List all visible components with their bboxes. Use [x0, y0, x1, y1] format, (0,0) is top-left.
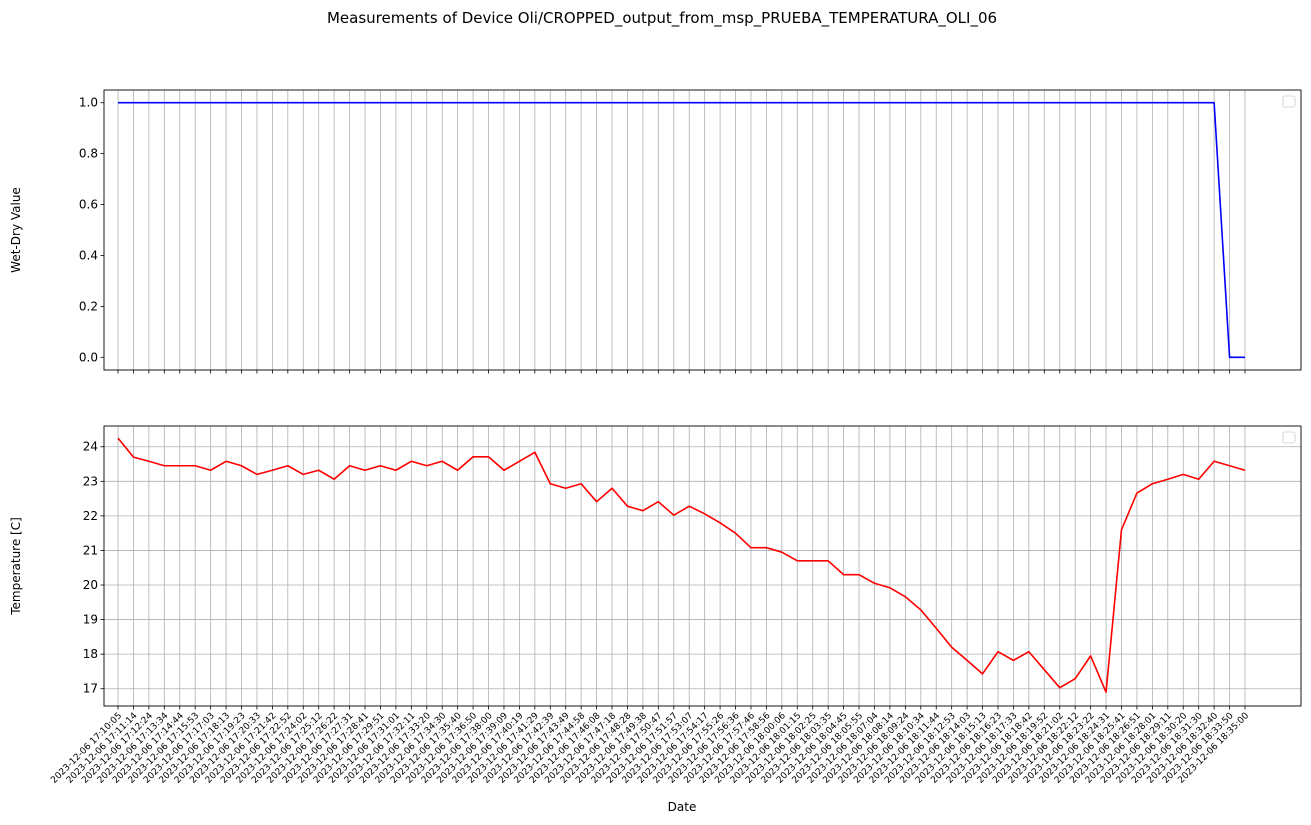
temperature-ylabel: Temperature [C]: [9, 517, 23, 616]
wet-dry-ylabel: Wet-Dry Value: [9, 187, 23, 273]
y-tick-label: 19: [83, 613, 98, 627]
y-tick-label: 22: [83, 509, 98, 523]
temperature-series: [117, 437, 1246, 693]
wet-dry-grid: [117, 90, 1246, 370]
temperature-axes-frame: [103, 425, 1302, 707]
y-tick-label: 18: [83, 647, 98, 661]
y-tick-label: 0.4: [79, 248, 98, 262]
wet-dry-panel: 0.0 0.2 0.4 0.6 0.8 1.0 Wet-Dry Value: [9, 89, 1302, 374]
y-tick-label: 20: [83, 578, 98, 592]
y-tick-label: 0.2: [79, 299, 98, 313]
wet-dry-series: [118, 101, 1245, 359]
series-line: [117, 437, 1246, 693]
y-tick-label: 1.0: [79, 96, 98, 110]
temperature-yticks: 17 18 19 20 21 22 23 24: [83, 440, 104, 696]
wet-dry-axes-frame: [103, 89, 1302, 371]
wet-dry-legend: [1282, 95, 1296, 108]
temperature-legend: [1282, 431, 1296, 444]
temperature-grid: [104, 426, 1301, 706]
y-tick-label: 0.6: [79, 198, 98, 212]
series-line: [118, 101, 1245, 359]
y-tick-label: 0.0: [79, 350, 98, 364]
y-tick-label: 21: [83, 543, 98, 557]
x-axis-label: Date: [668, 800, 697, 814]
wet-dry-xtick-marks: [117, 370, 1246, 374]
y-tick-label: 24: [83, 440, 98, 454]
chart-title: Measurements of Device Oli/CROPPED_outpu…: [327, 9, 997, 28]
y-tick-label: 17: [83, 682, 98, 696]
y-tick-label: 23: [83, 474, 98, 488]
wet-dry-yticks: 0.0 0.2 0.4 0.6 0.8 1.0: [79, 96, 104, 364]
y-tick-label: 0.8: [79, 147, 98, 161]
